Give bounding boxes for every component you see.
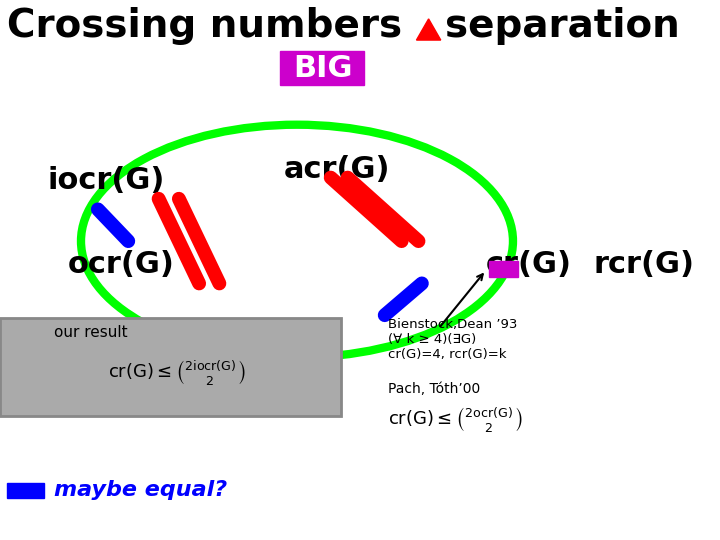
- Text: BIG: BIG: [293, 53, 352, 83]
- Text: polynomially related: polynomially related: [54, 340, 312, 360]
- FancyBboxPatch shape: [0, 318, 341, 416]
- Polygon shape: [416, 19, 441, 40]
- Text: our result: our result: [54, 325, 127, 340]
- Bar: [6, 483, 44, 498]
- Text: $\mathrm{cr(G)} \leq \binom{\mathrm{2ocr(G)}}{2}$: $\mathrm{cr(G)} \leq \binom{\mathrm{2ocr…: [388, 407, 523, 435]
- FancyBboxPatch shape: [280, 51, 364, 85]
- Text: $\mathrm{cr(G)} \leq \binom{\mathrm{2iocr(G)}}{2}$: $\mathrm{cr(G)} \leq \binom{\mathrm{2ioc…: [108, 359, 246, 388]
- Text: Crossing numbers: Crossing numbers: [6, 8, 402, 45]
- Text: pcr(G): pcr(G): [236, 325, 344, 354]
- Text: maybe equal?: maybe equal?: [54, 480, 227, 500]
- Bar: [490, 261, 518, 276]
- Text: separation: separation: [446, 8, 680, 45]
- Text: cr(G): cr(G): [486, 251, 572, 279]
- Text: rcr(G): rcr(G): [594, 251, 695, 279]
- Text: ocr(G): ocr(G): [68, 251, 174, 279]
- Text: iocr(G): iocr(G): [48, 166, 165, 195]
- Text: Bienstock,Dean ’93
(∀ k ≥ 4)(∃G)
cr(G)=4, rcr(G)=k: Bienstock,Dean ’93 (∀ k ≥ 4)(∃G) cr(G)=4…: [388, 318, 518, 361]
- Bar: [6, 343, 44, 357]
- Text: acr(G): acr(G): [284, 155, 390, 184]
- Text: Pach, Tóth’00: Pach, Tóth’00: [388, 382, 480, 396]
